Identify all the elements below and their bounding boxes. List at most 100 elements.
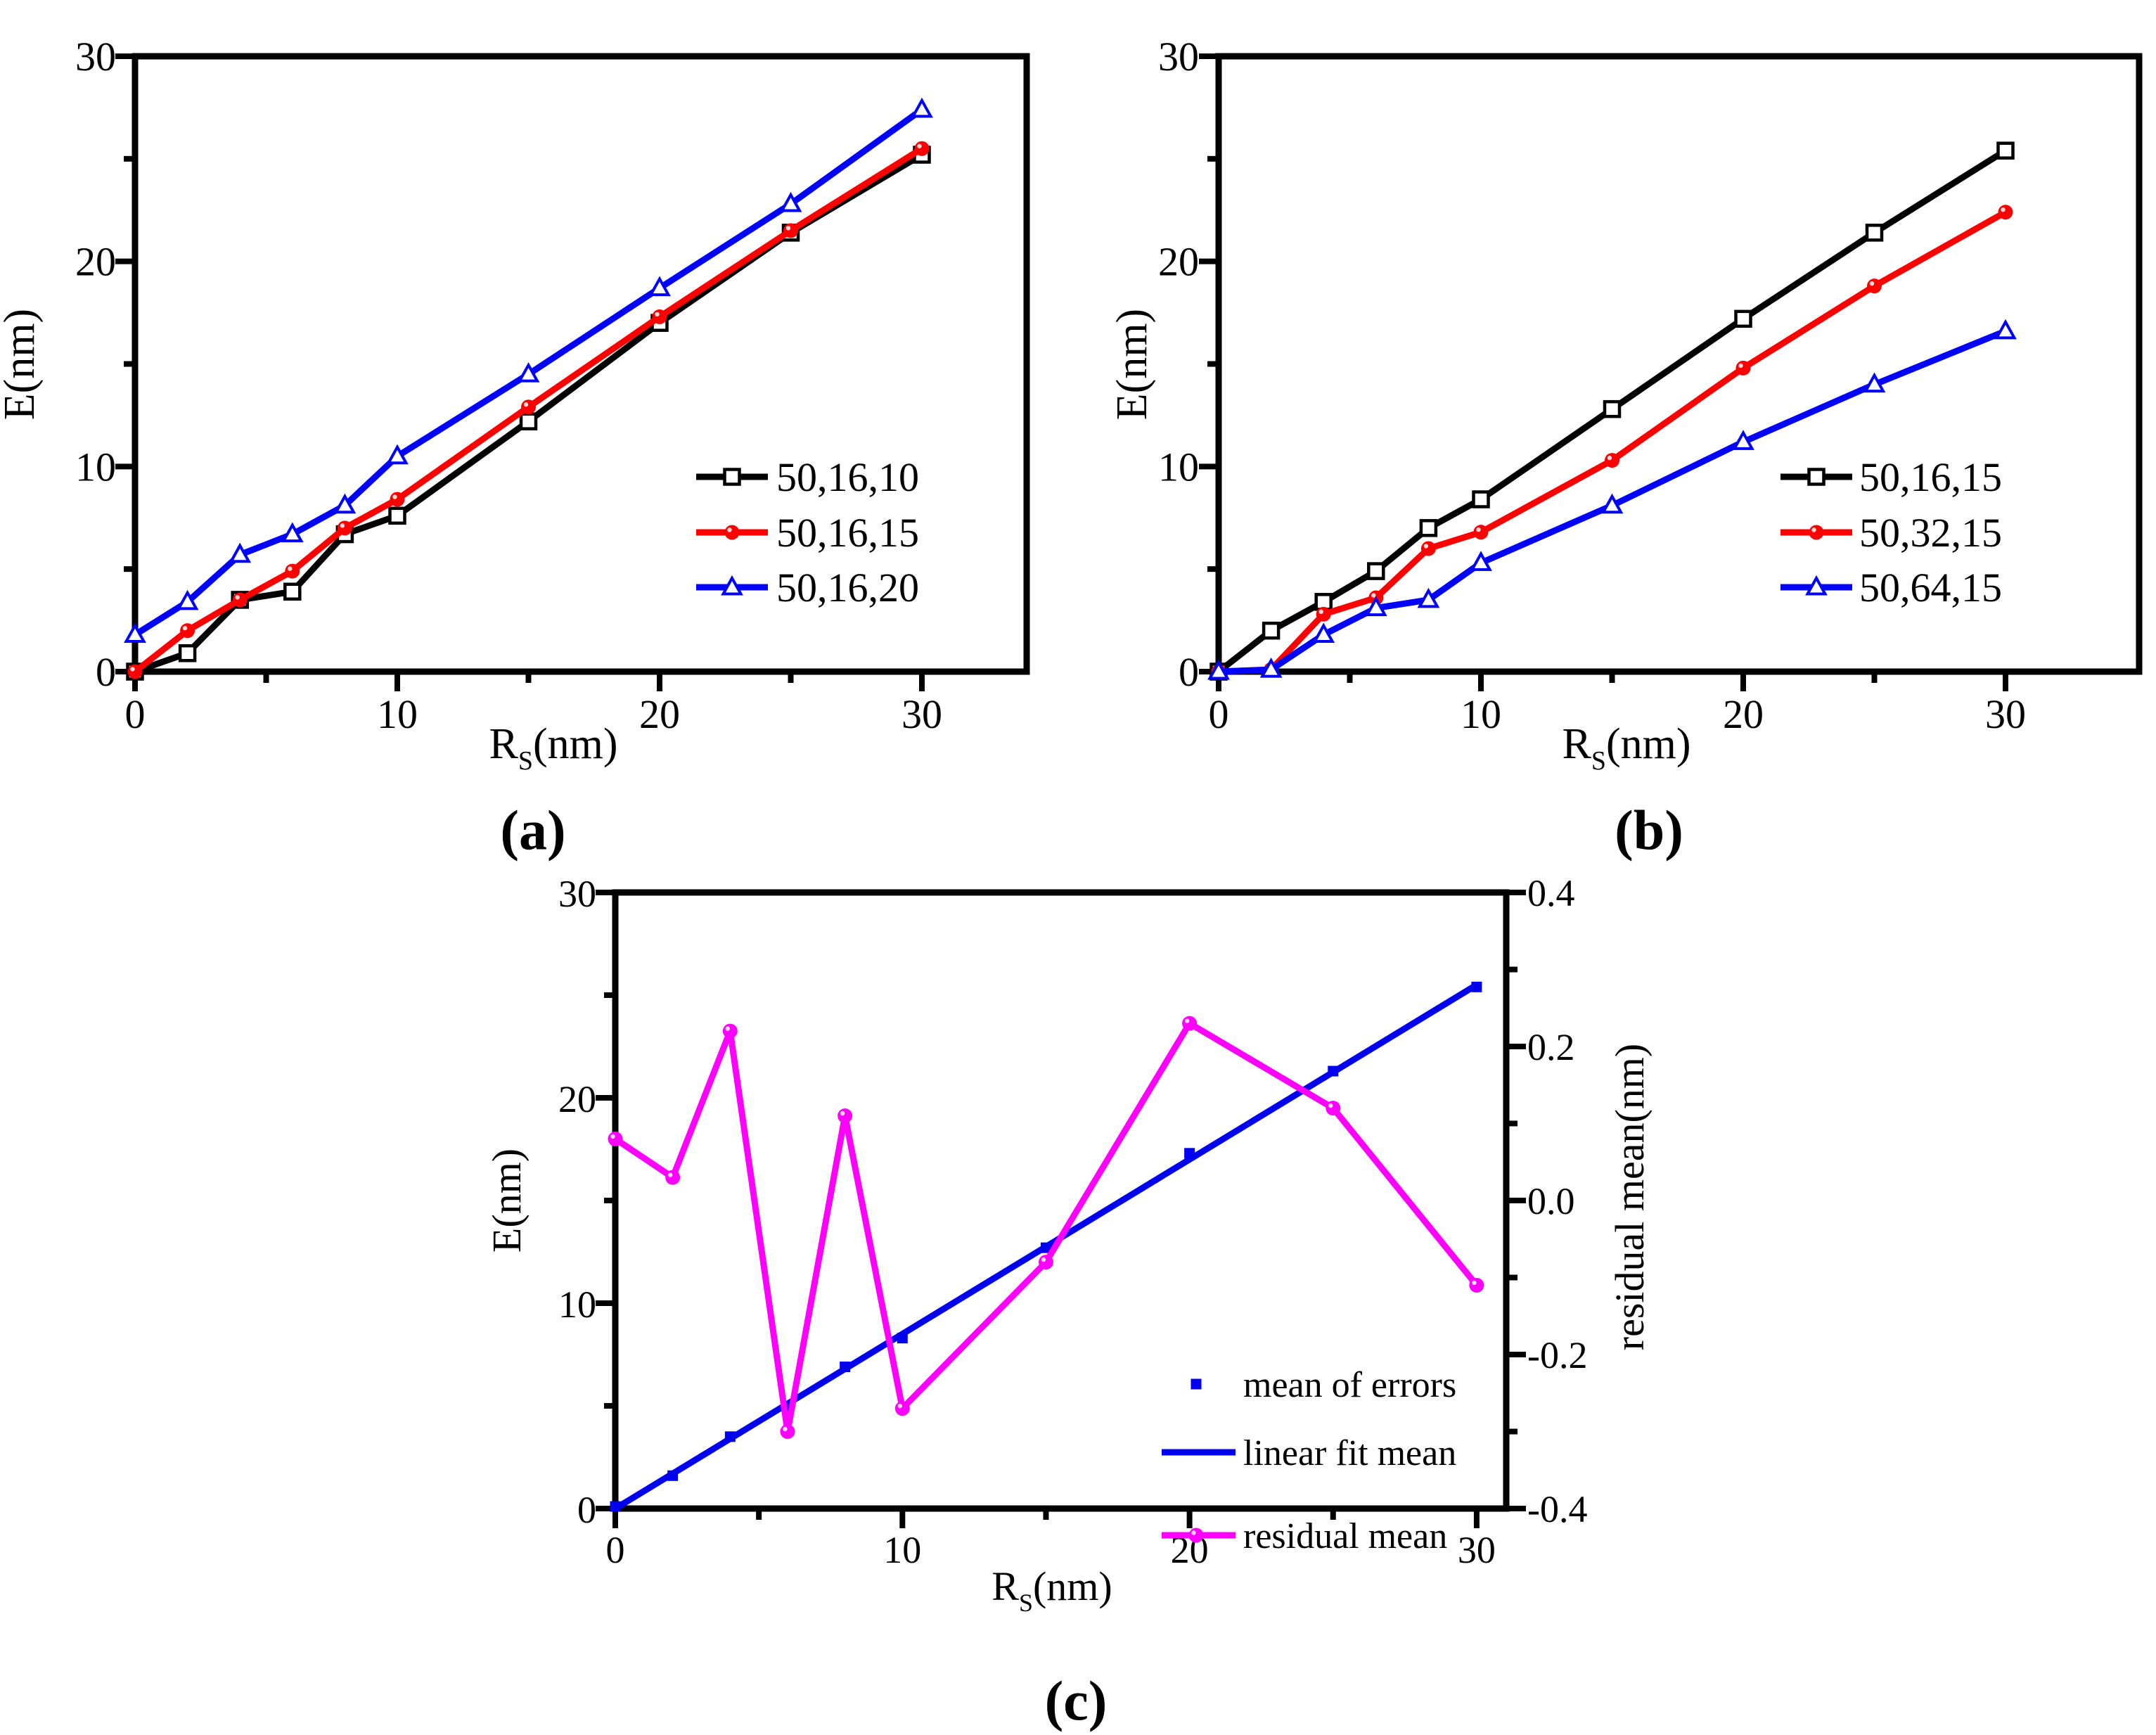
chart-a-marker-50-16-15-highlight <box>655 312 660 317</box>
chart-c-marker-residual-mean <box>838 1108 853 1124</box>
chart-b-marker-50-32-15-highlight <box>1423 544 1429 549</box>
chart-b-marker-50-32-15 <box>1473 525 1489 540</box>
chart-a-x-tick-label: 10 <box>377 691 418 737</box>
chart-b-marker-50-64-15 <box>1600 493 1624 514</box>
chart-c-legend-label: mean of errors <box>1243 1365 1456 1405</box>
chart-c-marker-residual-mean <box>665 1170 681 1185</box>
chart-b-y-tick-label: 30 <box>1158 34 1199 79</box>
chart-a-x-tick-label: 0 <box>125 691 146 737</box>
chart-a-marker-50-16-10 <box>178 644 197 662</box>
chart-a-marker-50-16-20 <box>281 522 304 543</box>
chart-b-marker-50-64-15 <box>1207 659 1230 680</box>
chart-a-series-line-50-16-15 <box>133 146 924 674</box>
chart-a-marker-50-16-10 <box>519 412 538 430</box>
chart-b-marker-50-32-15 <box>1605 453 1619 468</box>
chart-a-marker-50-16-20 <box>911 97 933 118</box>
chart-b-marker-50-32-15 <box>1316 606 1331 622</box>
chart-c-marker-residual-mean-highlight <box>1184 1018 1190 1023</box>
chart-a-marker-50-16-15-highlight <box>130 667 135 672</box>
chart-b-marker-50-64-15 <box>1863 372 1886 393</box>
chart-c-y-axis-title: E(nm) <box>484 1148 530 1253</box>
chart-b-marker-50-16-15 <box>1262 621 1281 640</box>
chart-a-legend-marker <box>723 468 741 486</box>
chart-b-y-tick-label: 10 <box>1158 444 1199 489</box>
chart-c-marker-residual-mean-highlight <box>725 1026 731 1031</box>
chart-c-x-tick-label: 30 <box>1458 1529 1496 1571</box>
chart-a-marker-50-16-15-highlight <box>288 566 293 571</box>
chart-c-marker-residual-mean <box>722 1023 738 1039</box>
chart-a-marker-50-16-15-highlight <box>917 143 922 148</box>
chart-b-marker-50-64-15 <box>1994 319 2017 340</box>
chart-a-x-axis-title: RS(nm) <box>489 720 617 776</box>
chart-c-y-tick-label: 30 <box>558 873 596 915</box>
chart-c-y2-tick-label: -0.2 <box>1527 1334 1587 1376</box>
chart-c-x-tick-label: 10 <box>883 1529 921 1571</box>
chart-c-marker-residual-mean-highlight <box>897 1403 903 1409</box>
chart-a-marker-50-16-20 <box>779 191 802 212</box>
chart-b-y-tick-label: 20 <box>1158 239 1199 285</box>
chart-b-marker-50-32-15 <box>1867 279 1882 294</box>
chart-b-marker-50-32-15-highlight <box>1318 609 1323 615</box>
chart-b-marker-50-64-15 <box>1312 622 1335 643</box>
chart-a-y-tick-label: 10 <box>75 444 116 489</box>
chart-c-series-line-linear-fit-mean <box>613 982 1479 1511</box>
chart-a-y-tick-label: 30 <box>75 34 116 79</box>
chart-b-marker-50-16-15 <box>1419 519 1438 537</box>
chart-c-legend-marker <box>1191 1378 1202 1390</box>
caption-a: (a) <box>500 800 566 862</box>
chart-b-marker-50-16-15 <box>1865 224 1884 242</box>
chart-b-marker-50-16-15 <box>1996 141 2015 160</box>
chart-b-legend-marker <box>1809 525 1824 540</box>
chart-b-marker-50-32-15-highlight <box>2001 207 2006 212</box>
chart-a-y-tick-label: 20 <box>75 239 116 285</box>
chart-b-legend-label: 50,16,15 <box>1859 454 2002 500</box>
chart-b-x-tick-label: 20 <box>1723 691 1764 737</box>
chart-b-series-line-50-64-15 <box>1218 328 2007 675</box>
chart-a-legend-marker <box>721 575 743 596</box>
chart-a-marker-50-16-15-highlight <box>340 523 345 528</box>
chart-b-marker-50-64-15 <box>1259 657 1283 678</box>
chart-a-marker-50-16-15-highlight <box>785 226 791 231</box>
chart-b-marker-50-32-15 <box>1735 360 1751 376</box>
chart-a-y-axis-title: E(nm) <box>0 309 44 420</box>
chart-a-marker-50-16-15 <box>652 309 667 324</box>
chart-c-marker-residual-mean-highlight <box>1041 1257 1046 1262</box>
chart-c-y-tick-label: 0 <box>577 1489 596 1531</box>
chart-a-marker-50-16-15 <box>337 520 352 536</box>
chart-a-marker-50-16-15 <box>521 399 536 415</box>
chart-b-marker-50-16-15 <box>1734 309 1752 328</box>
chart-b-x-tick-label: 30 <box>1985 691 2026 737</box>
chart-b-marker-50-64-15 <box>1417 587 1440 608</box>
chart-c-y-tick-label: 20 <box>558 1078 596 1120</box>
chart-a-marker-50-16-15 <box>783 223 798 238</box>
chart-c-marker-residual-mean-highlight <box>840 1110 845 1116</box>
chart-a-x-tick-label: 30 <box>901 691 942 737</box>
chart-b-legend-label: 50,64,15 <box>1859 565 2002 610</box>
chart-c-y2-tick-label: 0.4 <box>1527 872 1575 914</box>
chart-c-marker-residual-mean <box>608 1131 623 1146</box>
chart-b-marker-50-64-15 <box>1470 551 1492 571</box>
chart-a-legend-marker-highlight <box>727 527 732 532</box>
chart-a-marker-50-16-15 <box>285 563 300 579</box>
chart-a-marker-50-16-10 <box>388 506 406 525</box>
chart-c-legend-label: linear fit mean <box>1243 1433 1456 1473</box>
chart-a-marker-50-16-20 <box>648 276 671 297</box>
chart-c-y-tick-label: 10 <box>558 1283 596 1326</box>
chart-a-series-line-50-16-10 <box>134 152 924 675</box>
chart-a-legend-label: 50,16,10 <box>776 454 919 500</box>
chart-b-series-line-50-16-15 <box>1217 148 2008 674</box>
chart-a-x-tick-label: 20 <box>639 691 680 737</box>
chart-c-marker-residual-mean <box>1469 1277 1484 1293</box>
chart-b-marker-50-16-15 <box>1603 399 1622 418</box>
chart-c-marker-residual-mean <box>1182 1016 1198 1031</box>
chart-b-x-tick-label: 0 <box>1209 691 1229 737</box>
chart-b-y-axis-title: E(nm) <box>1108 309 1156 420</box>
chart-c-marker-residual-mean-highlight <box>1472 1280 1477 1286</box>
chart-a-marker-50-16-20 <box>176 589 199 610</box>
chart-b-x-axis-title: RS(nm) <box>1562 720 1690 776</box>
chart-c-marker-residual-mean <box>780 1424 795 1439</box>
chart-b-legend-marker <box>1805 575 1828 596</box>
chart-b-marker-50-32-15-highlight <box>1607 455 1612 461</box>
chart-a-marker-50-16-15 <box>914 141 930 156</box>
